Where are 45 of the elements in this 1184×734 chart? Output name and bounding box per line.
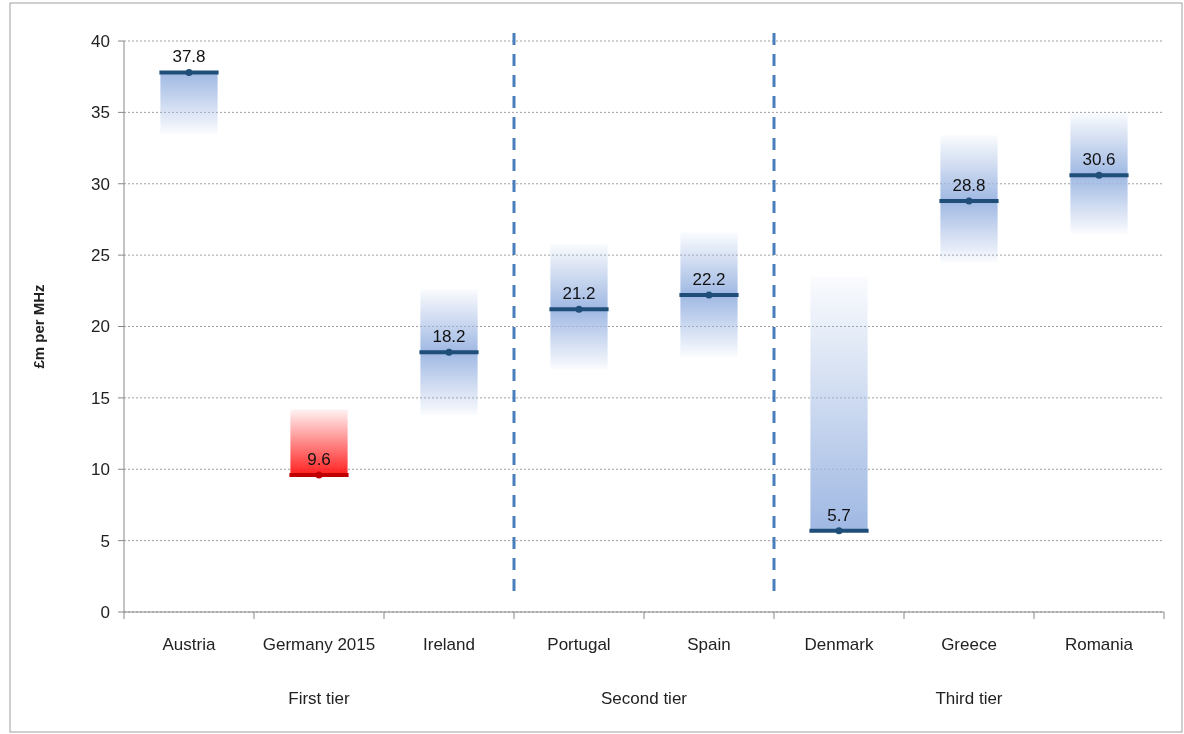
data-label: 18.2: [432, 327, 466, 347]
x-tick-label: Romania: [1064, 635, 1134, 654]
y-tick-label: 35: [91, 103, 110, 123]
y-tick-label: 15: [91, 388, 110, 408]
x-tick-label: Portugal: [547, 635, 611, 654]
x-tick-label: Ireland: [423, 635, 475, 654]
text: Second tier: [601, 689, 688, 708]
point: [965, 197, 973, 205]
data-label: 30.6: [1082, 150, 1116, 170]
data-label: 22.2: [692, 270, 726, 290]
x-tick-label: Greece: [941, 635, 997, 654]
data-label: 28.8: [952, 175, 986, 195]
bar: [160, 72, 218, 134]
point: [705, 291, 713, 299]
point: [1095, 171, 1103, 179]
point: [575, 305, 583, 313]
x-tick-label: Denmark: [804, 635, 874, 654]
point: [185, 68, 193, 76]
data-label: 37.8: [172, 47, 206, 67]
y-tick-label: 25: [91, 246, 110, 266]
bar: [290, 409, 348, 475]
x-tick-label: Spain: [687, 635, 731, 654]
bar: [810, 276, 868, 531]
y-tick-label: 5: [100, 531, 110, 551]
x-tick-label: Germany 2015: [262, 635, 376, 654]
y-tick-label: 20: [91, 317, 110, 337]
bar: [680, 232, 738, 357]
y-tick-label: 30: [91, 174, 110, 194]
point: [445, 348, 453, 356]
bar: [550, 243, 608, 370]
text: First tier: [288, 689, 351, 708]
point: [315, 471, 323, 479]
y-tick-label: 40: [91, 31, 110, 51]
x-tick-label: Austria: [162, 635, 216, 654]
bar: [420, 289, 478, 416]
bar: [1070, 112, 1128, 234]
data-label: 21.2: [562, 284, 596, 304]
data-label: 9.6: [307, 449, 331, 469]
y-tick-label: 10: [91, 460, 110, 480]
bar: [940, 135, 998, 263]
text: Third tier: [935, 689, 1003, 708]
point: [835, 527, 843, 535]
y-tick-label: 0: [100, 602, 110, 622]
data-label: 5.7: [827, 505, 851, 525]
y-axis-title: £m per MHz: [30, 284, 47, 369]
